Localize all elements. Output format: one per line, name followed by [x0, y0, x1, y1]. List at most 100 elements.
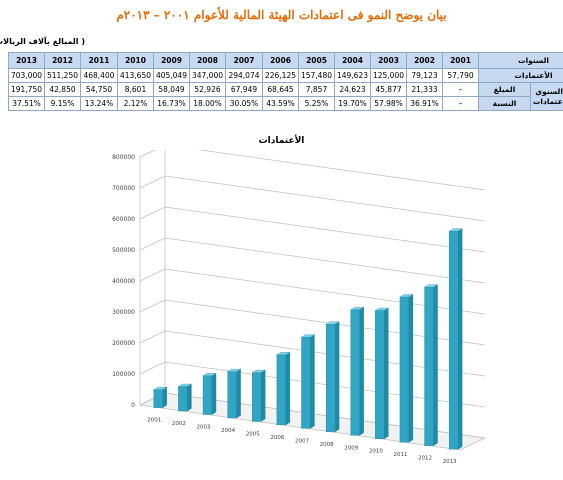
bar	[399, 296, 410, 443]
gridline	[139, 175, 486, 222]
x-tick-label: 2009	[344, 445, 358, 451]
table-cell: 2.12%	[117, 96, 154, 111]
bar	[178, 386, 188, 412]
table-cell: 68,645	[262, 82, 299, 97]
x-tick-label: 2010	[369, 449, 383, 455]
table-cell: 54,750	[80, 82, 118, 97]
table-cell: 42,850	[44, 82, 81, 97]
x-tick-label: 2012	[418, 456, 432, 462]
bar	[227, 371, 237, 419]
bar	[375, 310, 385, 439]
bar-top	[227, 368, 242, 372]
x-tick-label: 2004	[221, 428, 235, 434]
unit-note: ( المبالغ بآلاف الريالات )	[0, 37, 85, 46]
bar-top	[177, 383, 192, 387]
bar-top	[276, 352, 291, 355]
table-cell: 52,926	[189, 82, 226, 97]
year-header-cell: 2007	[225, 52, 263, 69]
year-header-cell: 2011	[80, 52, 118, 69]
table-cell: 9.15%	[44, 96, 81, 111]
table-cell: 703,000	[8, 68, 45, 83]
year-header-cell: 2013	[8, 52, 45, 69]
bar	[350, 309, 360, 436]
bar-side	[211, 372, 217, 415]
bar-top	[374, 307, 389, 311]
bar	[448, 230, 459, 450]
table-cell: 8,601	[117, 82, 154, 97]
table-cell: 43.59%	[262, 96, 299, 111]
table-cell: 149,623	[334, 68, 371, 83]
table-cell: 79,123	[406, 68, 443, 83]
chart-side-wall	[139, 150, 166, 406]
y-tick-label: 600000	[112, 216, 135, 223]
year-header-cell: 2009	[153, 52, 190, 69]
bar	[202, 375, 213, 415]
bar-side	[261, 369, 266, 422]
bar-top	[399, 294, 414, 298]
bar-top	[325, 321, 340, 325]
table-row-appropriations: 703,000 511,250 468,400 413,650 405,049 347,0…	[8, 68, 563, 83]
year-header-cell: 2012	[44, 52, 81, 69]
table-cell: 24,623	[334, 82, 371, 97]
table-cell: 16.73%	[153, 96, 190, 111]
row-group-label-annual-growth: النمو السنوي في الاعتمادات	[529, 82, 563, 111]
bar	[276, 354, 287, 426]
table-cell: 37.51%	[8, 96, 45, 111]
table-cell: 294,074	[225, 68, 263, 83]
row-label-amount: المبلغ	[478, 82, 531, 97]
bar-side	[408, 294, 414, 443]
bar-side	[359, 306, 364, 436]
table-cell: 191,750	[8, 82, 45, 97]
x-tick-label: 2002	[172, 421, 186, 427]
x-tick-label: 2013	[443, 459, 457, 465]
table-cell: 157,480	[298, 68, 335, 83]
year-header-cell: 2001	[442, 52, 479, 69]
table-row-growth-percent: 37.51% 9.15% 13.24% 2.12% 16.73% 18.00% 30.05%…	[8, 96, 563, 111]
year-header-cell: 2010	[117, 52, 154, 69]
bar-top	[300, 334, 316, 338]
y-tick-label: 0	[131, 402, 135, 409]
table-cell: 405,049	[153, 68, 190, 83]
x-tick-label: 2008	[320, 442, 334, 448]
page-title: بيان يوضح النمو فى اعتمادات الهيئة المال…	[116, 8, 447, 22]
row-label-appropriations: الأعتمادات	[477, 68, 563, 83]
bar-side	[310, 334, 315, 429]
table-cell: 36.91%	[406, 96, 443, 111]
table-cell: 511,250	[44, 68, 81, 83]
years-header-label: السنوات	[477, 52, 563, 69]
x-tick-label: 2006	[270, 435, 284, 441]
table-cell: 30.05%	[225, 96, 263, 111]
table-cell: 468,400	[80, 68, 118, 83]
table-cell: 19.70%	[334, 96, 371, 111]
table-cell: 5.25%	[298, 96, 335, 111]
bar-side	[458, 228, 463, 450]
row-label-percent: النسبة	[478, 96, 531, 111]
growth-table: 2013 2012 2011 2010 2009 2008 2007 2006 2005 2004…	[8, 52, 563, 111]
y-tick-label: 300000	[112, 309, 135, 316]
gridline	[139, 150, 486, 191]
table-cell: 58,049	[153, 82, 190, 97]
y-tick-label: 700000	[112, 185, 135, 192]
bar-top	[202, 373, 217, 376]
table-cell: 125,000	[370, 68, 407, 83]
x-tick-label: 2001	[147, 418, 161, 424]
y-tick-label: 500000	[112, 247, 135, 254]
bar-side	[384, 307, 389, 439]
x-tick-label: 2003	[197, 424, 211, 430]
table-header-row: 2013 2012 2011 2010 2009 2008 2007 2006 2005 2004…	[8, 52, 563, 69]
bar	[153, 389, 164, 408]
bar-side	[334, 321, 340, 433]
table-cell: 347,000	[189, 68, 226, 83]
bar	[424, 286, 434, 446]
table-cell: 45,877	[370, 82, 407, 97]
table-row-growth-amount: 191,750 42,850 54,750 8,601 58,049 52,926 67,9…	[8, 82, 563, 111]
y-tick-label: 100000	[112, 371, 135, 378]
bar-side	[236, 368, 241, 419]
bar	[325, 324, 336, 433]
table-cell: 413,650	[117, 68, 154, 83]
table-cell: –	[442, 82, 479, 97]
bar-top	[448, 228, 463, 232]
table-cell: 18.00%	[189, 96, 226, 111]
year-header-cell: 2002	[406, 52, 443, 69]
table-cell: 67,949	[225, 82, 263, 97]
